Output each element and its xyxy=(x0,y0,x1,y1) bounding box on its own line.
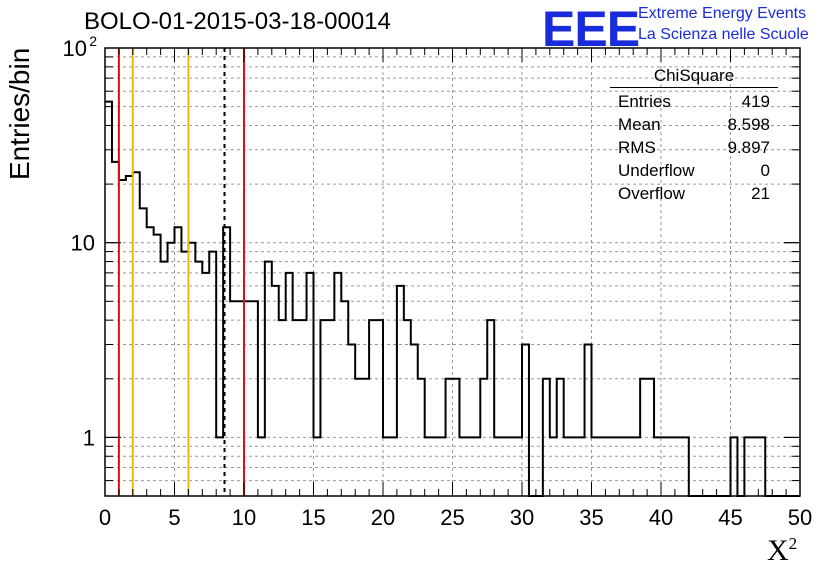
reference-lines xyxy=(117,48,245,496)
x-tick-label: 50 xyxy=(788,505,812,530)
x-axis-label: X2 xyxy=(767,534,798,567)
stats-title: ChiSquare xyxy=(610,66,778,88)
x-tick-label: 45 xyxy=(718,505,742,530)
histogram-series xyxy=(105,100,800,497)
histogram-line xyxy=(105,100,800,497)
stats-value: 0 xyxy=(760,161,770,180)
x-tick-label: 30 xyxy=(510,505,534,530)
logo-line-2: La Scienza nelle Scuole xyxy=(638,26,809,43)
stats-row: Underflow 0 xyxy=(610,159,778,182)
eee-logo: EEE xyxy=(542,1,640,57)
stats-row: RMS 9.897 xyxy=(610,136,778,159)
x-tick-label: 20 xyxy=(371,505,395,530)
logo-line-1: Extreme Energy Events xyxy=(638,5,807,22)
y-tick-label: 1 xyxy=(83,425,95,450)
stats-value: 419 xyxy=(741,92,770,111)
x-tick-label: 40 xyxy=(649,505,673,530)
stats-box: ChiSquare Entries 419 Mean 8.598 RMS 9.897 … xyxy=(610,66,778,205)
stats-value: 21 xyxy=(751,184,770,203)
y-tick-label-exponent: 2 xyxy=(89,33,97,49)
x-tick-label: 5 xyxy=(168,505,180,530)
x-tick-label: 15 xyxy=(301,505,325,530)
y-tick-label: 10 xyxy=(63,36,87,61)
x-tick-label: 25 xyxy=(440,505,464,530)
stats-row: Mean 8.598 xyxy=(610,113,778,136)
y-axis-label: Entries/bin xyxy=(4,47,35,180)
axis-ticks xyxy=(104,47,801,496)
chart-title: BOLO-01-2015-03-18-00014 xyxy=(84,8,391,35)
x-tick-label: 35 xyxy=(579,505,603,530)
stats-value: 9.897 xyxy=(727,138,770,157)
stats-label: RMS xyxy=(618,138,656,157)
grid-lines xyxy=(105,48,800,496)
x-tick-label: 0 xyxy=(99,505,111,530)
stats-label: Overflow xyxy=(618,184,686,203)
stats-row: Overflow 21 xyxy=(610,182,778,205)
stats-label: Underflow xyxy=(618,161,695,180)
y-tick-label: 10 xyxy=(71,231,95,256)
stats-row: Entries 419 xyxy=(610,90,778,113)
stats-label: Mean xyxy=(618,115,661,134)
stats-value: 8.598 xyxy=(727,115,770,134)
x-tick-label: 10 xyxy=(232,505,256,530)
stats-label: Entries xyxy=(618,92,671,111)
